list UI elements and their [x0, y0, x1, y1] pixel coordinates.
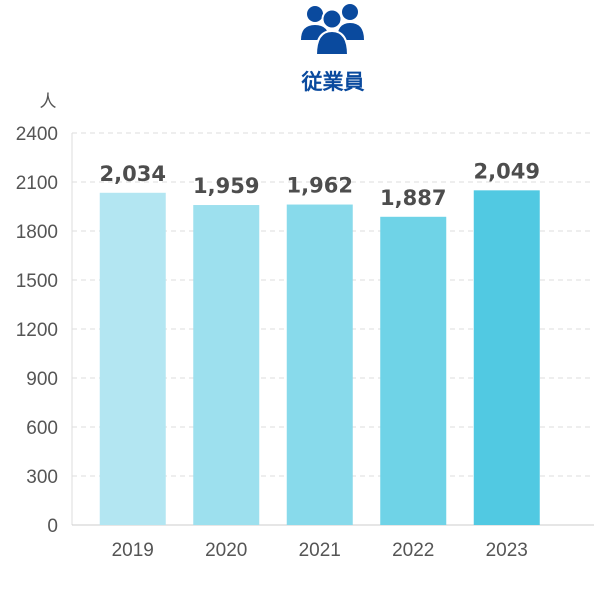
y-tick-label: 1200 — [16, 320, 58, 341]
y-tick-label: 300 — [26, 467, 58, 488]
y-tick-label: 1500 — [16, 271, 58, 292]
y-tick-label: 900 — [26, 369, 58, 390]
y-tick-label: 2100 — [16, 173, 58, 194]
bar-2019 — [99, 192, 166, 525]
data-label-2021: 1,962 — [287, 174, 353, 198]
data-label-2020: 1,959 — [193, 174, 259, 198]
bar-2021 — [286, 204, 353, 526]
y-tick-label: 600 — [26, 418, 58, 439]
people-group-icon — [301, 4, 364, 56]
y-tick-label: 2400 — [16, 124, 58, 145]
data-label-2019: 2,034 — [100, 162, 166, 186]
y-axis-unit: 人 — [40, 92, 57, 112]
x-tick-label: 2021 — [299, 540, 341, 561]
x-tick-labels: 2019 2020 2021 2022 2023 — [112, 540, 528, 561]
x-tick-label: 2023 — [486, 540, 528, 561]
y-tick-label: 0 — [47, 516, 58, 537]
chart-title: 従業員 — [301, 70, 365, 94]
y-tick-label: 1800 — [16, 222, 58, 243]
x-tick-label: 2022 — [392, 540, 434, 561]
data-label-2023: 2,049 — [474, 159, 540, 183]
bar-2022 — [380, 216, 447, 526]
bars — [99, 190, 540, 526]
data-labels: 2,034 1,959 1,962 1,887 2,049 — [100, 159, 540, 209]
y-tick-labels: 0 300 600 900 1200 1500 1800 2100 2400 — [16, 124, 58, 537]
data-label-2022: 1,887 — [380, 186, 446, 210]
bar-2023 — [473, 190, 540, 525]
x-tick-label: 2020 — [205, 540, 247, 561]
bar-2020 — [193, 205, 260, 525]
x-tick-label: 2019 — [112, 540, 154, 561]
